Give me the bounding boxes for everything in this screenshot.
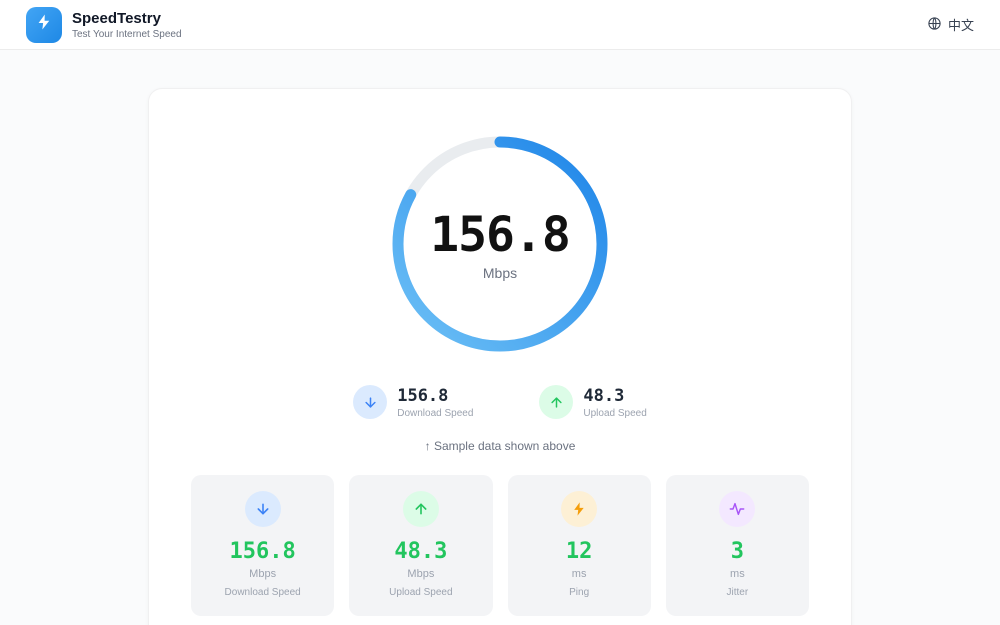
speedtest-card: 156.8 Mbps 156.8 Download Speed 48.3 [148,88,852,625]
download-arrow-icon [353,385,388,419]
download-speed-value: 156.8 [397,385,449,406]
metric-unit: ms [571,568,587,580]
gauge-unit: Mbps [482,265,518,281]
gauge-progress-arc [392,136,608,352]
metric-label: Download Speed [224,587,301,598]
metric-label: Ping [569,587,590,598]
summary-row: 156.8 Download Speed 48.3 Upload Speed [191,385,809,419]
metric-label: Upload Speed [389,587,453,598]
upload-speed-label: Upload Speed [583,407,647,419]
lightning-icon [561,491,598,527]
sample-data-note: ↑ Sample data shown above [424,439,576,453]
metric-unit: Mbps [249,568,277,580]
upload-summary: 48.3 Upload Speed [539,385,647,419]
upload-speed-value: 48.3 [583,385,625,406]
speed-gauge: 156.8 Mbps [385,129,615,359]
globe-icon [927,16,942,34]
metric-value: 12 [565,539,593,564]
gauge-value: 156.8 [430,207,570,263]
metric-card-ping: 12 ms Ping [507,475,651,616]
metric-card-upload: 48.3 Mbps Upload Speed [349,475,493,616]
metric-card-download: 156.8 Mbps Download Speed [191,475,335,616]
download-summary: 156.8 Download Speed [353,385,473,419]
download-speed-label: Download Speed [397,407,474,419]
metric-value: 156.8 [229,539,296,564]
metric-unit: ms [730,568,745,580]
app-logo [26,6,62,43]
metrics-row: 156.8 Mbps Download Speed 48.3 Mbps Uplo… [191,475,809,616]
lightning-icon [35,13,53,36]
download-arrow-icon [244,491,281,527]
language-switcher[interactable]: 中文 [927,15,974,34]
app-tagline: Test Your Internet Speed [72,28,182,40]
main-area: 156.8 Mbps 156.8 Download Speed 48.3 [0,50,1000,625]
metric-card-jitter: 3 ms Jitter [665,475,809,616]
brand[interactable]: SpeedTestry Test Your Internet Speed [26,6,182,43]
upload-arrow-icon [402,491,439,527]
app-header: SpeedTestry Test Your Internet Speed 中文 [0,0,1000,50]
waveform-icon [719,491,756,527]
app-name: SpeedTestry [72,9,161,27]
metric-unit: Mbps [407,568,435,580]
metric-value: 48.3 [394,539,448,564]
metric-value: 3 [730,539,744,564]
metric-label: Jitter [726,587,749,598]
language-label: 中文 [947,18,974,33]
upload-arrow-icon [539,385,574,419]
